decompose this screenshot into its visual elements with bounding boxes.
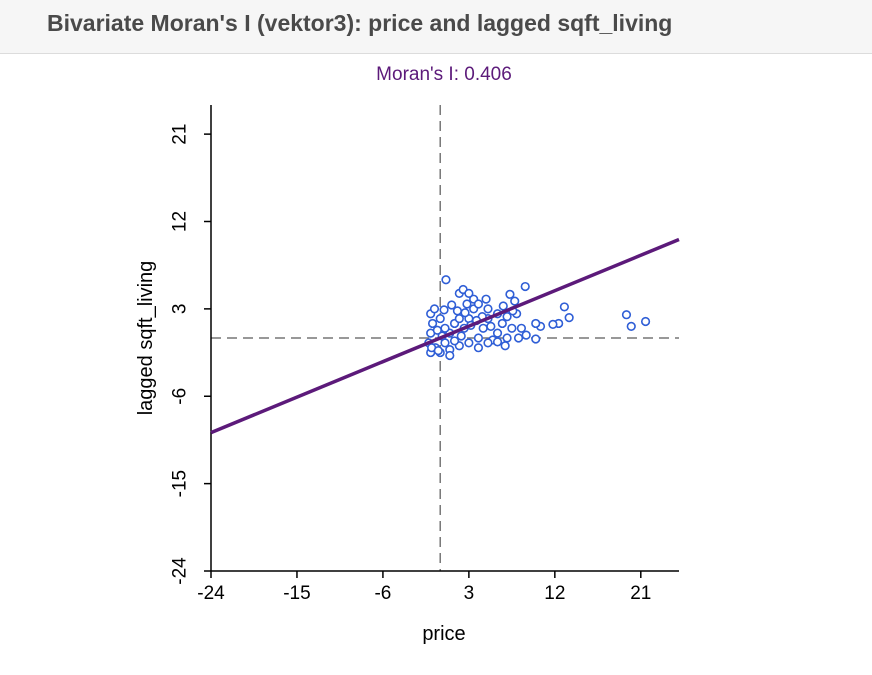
data-point [481,294,491,304]
x-axis-label: price [422,623,465,645]
data-point [429,304,440,314]
data-point [621,310,632,320]
data-point [505,289,515,299]
data-point [449,336,460,346]
x-tick-label: -24 [197,583,225,604]
data-point [510,296,520,306]
data-point [483,338,493,348]
data-point [432,325,442,335]
data-point [483,304,493,314]
chart-title: Moran's I: 0.406 [376,64,512,85]
data-point [520,281,530,292]
data-point [516,323,527,333]
data-point [460,308,470,318]
x-tick-label: -6 [374,583,391,604]
data-point [454,313,464,324]
data-point [456,331,466,341]
data-point [445,350,455,361]
data-point [427,318,438,329]
data-point [497,318,507,329]
data-point [500,341,510,351]
data-point [473,343,484,353]
data-point [473,299,484,309]
x-tick-label: 12 [544,583,565,604]
data-point [564,313,574,323]
y-tick-label: -15 [170,470,191,497]
data-point [507,323,517,333]
data-point [626,321,636,331]
data-point [559,302,569,312]
y-tick-label: 12 [170,211,191,232]
y-tick-label: 21 [170,124,191,145]
data-point [513,333,524,343]
data-point [464,338,474,348]
data-point [531,334,541,344]
data-point [640,316,651,327]
y-tick-label: 3 [170,304,191,315]
data-point [498,301,508,311]
regression-line [210,237,680,435]
data-point [502,312,512,322]
data-point [473,333,484,343]
data-point [502,333,512,343]
x-tick-label: 3 [464,583,475,604]
data-point [492,337,503,347]
data-point [464,288,474,298]
data-point [492,328,503,338]
y-tick-label: -6 [170,388,191,405]
window-titlebar: Bivariate Moran's I (vektor3): price and… [0,0,872,54]
window-title: Bivariate Moran's I (vektor3): price and… [47,10,673,36]
data-point [478,323,488,333]
data-point [531,318,541,329]
x-tick-label: -15 [283,583,310,604]
data-point [548,319,558,330]
moran-scatter-chart: Moran's I: 0.406 -24 -15 -6 3 12 21 -24 -15 -6 3 12… [135,64,680,645]
y-tick-label: -24 [170,557,191,585]
data-point [441,275,451,285]
data-point [462,299,472,309]
data-point [433,346,443,356]
data-point [486,321,496,331]
data-point [447,300,457,310]
scatter-plot-area: Moran's I: 0.406 -24 -15 -6 3 12 21 -24 -15 -6 3 12… [0,54,872,670]
data-point [435,313,445,324]
data-point [440,323,450,333]
data-point [439,305,449,315]
x-tick-label: 21 [630,583,651,604]
y-axis-label: lagged sqft_living [135,261,157,416]
data-point [521,330,531,340]
